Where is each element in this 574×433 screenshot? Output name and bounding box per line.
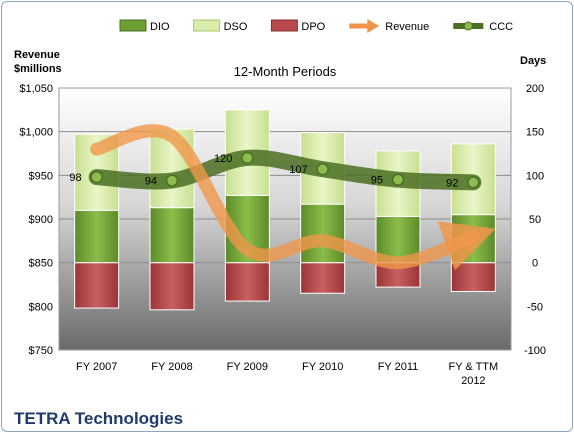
- bar-dpo: [224, 262, 270, 302]
- left-axis-label-line2: $millions: [14, 63, 62, 75]
- chart-title: 12-Month Periods: [234, 64, 337, 79]
- bar-dio: [149, 207, 195, 264]
- series-lines: [88, 124, 496, 271]
- left-tick-label: $800: [29, 301, 53, 313]
- right-tick-label: 200: [526, 83, 544, 95]
- left-tick-label: $850: [29, 258, 53, 270]
- category-label: FY 2011: [378, 361, 419, 373]
- ccc-point: [241, 151, 254, 165]
- left-axis-label-line1: Revenue: [14, 49, 60, 61]
- revenue-line: [90, 124, 496, 271]
- category-label: FY 2009: [227, 361, 268, 373]
- left-tick-label: $750: [29, 345, 53, 357]
- bar-dpo: [74, 262, 120, 309]
- legend-item: CCC: [453, 21, 513, 33]
- right-tick-label: 150: [526, 127, 544, 139]
- legend-label: CCC: [489, 21, 513, 33]
- category-label: FY & TTM 2012: [448, 361, 498, 387]
- legend-swatch: [119, 19, 147, 32]
- legend-label: Revenue: [385, 21, 429, 33]
- bar-dio: [300, 203, 346, 264]
- left-tick-label: $1,000: [19, 127, 53, 139]
- right-tick-label: -100: [524, 345, 546, 357]
- legend-label: DIO: [150, 21, 170, 33]
- right-tick-label: -50: [527, 301, 543, 313]
- category-label: FY 2010: [302, 361, 343, 373]
- ccc-point: [165, 174, 179, 187]
- left-tick-label: $900: [29, 214, 53, 226]
- ccc-data-label: 92: [446, 177, 458, 189]
- ccc-point: [90, 170, 103, 184]
- bar-dpo: [450, 262, 496, 292]
- legend: DIO DSO DPO Revenue CCC: [119, 19, 513, 33]
- legend-arrowhead: [367, 19, 380, 33]
- right-axis-label: Days: [520, 55, 546, 67]
- left-tick-label: $950: [29, 170, 53, 182]
- ccc-data-label: 98: [69, 172, 81, 184]
- bar-dio: [74, 209, 120, 264]
- category-label: FY 2008: [151, 361, 192, 373]
- legend-item: DPO: [270, 19, 326, 33]
- bar-dpo: [149, 262, 195, 311]
- company-name: TETRA Technologies: [14, 409, 183, 428]
- legend-item: DIO: [119, 19, 170, 33]
- right-tick-label: 100: [526, 170, 544, 182]
- ccc-data-label: 95: [371, 175, 383, 187]
- right-tick-label: 0: [532, 258, 538, 270]
- legend-swatch: [270, 19, 298, 32]
- legend-item: DSO: [193, 19, 248, 33]
- bar-dpo: [300, 262, 346, 294]
- ccc-point: [391, 173, 405, 186]
- legend-swatch: [193, 19, 221, 32]
- data-labels: 98 94 120 107 95 92: [69, 153, 458, 189]
- legend-marker: [463, 21, 473, 31]
- legend-label: DPO: [301, 21, 325, 33]
- legend-label: DSO: [224, 21, 248, 33]
- right-tick-label: 50: [529, 214, 541, 226]
- left-tick-label: $1,050: [19, 83, 53, 95]
- ccc-point: [316, 162, 329, 176]
- ccc-data-label: 120: [214, 153, 232, 165]
- ccc-data-label: 94: [145, 176, 157, 188]
- category-label: FY 2007: [76, 361, 117, 373]
- ccc-point: [467, 176, 480, 189]
- legend-item: Revenue: [349, 19, 429, 33]
- axes: $750 $800 $850 $900 $950 $1,000 $1,050 -100 -50 0…: [19, 83, 546, 387]
- ccc-data-label: 107: [289, 164, 307, 176]
